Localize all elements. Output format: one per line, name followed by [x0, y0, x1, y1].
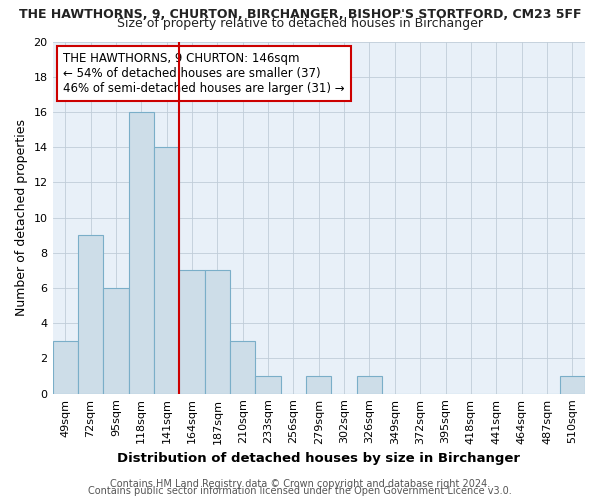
Bar [230, 341, 256, 394]
Text: Contains HM Land Registry data © Crown copyright and database right 2024.: Contains HM Land Registry data © Crown c… [110, 479, 490, 489]
Bar [205, 270, 230, 394]
Bar [256, 376, 281, 394]
Text: Contains public sector information licensed under the Open Government Licence v3: Contains public sector information licen… [88, 486, 512, 496]
Bar [128, 112, 154, 394]
Bar [306, 376, 331, 394]
Bar [154, 147, 179, 394]
Bar [179, 270, 205, 394]
Bar [560, 376, 585, 394]
Bar [53, 341, 78, 394]
Bar [103, 288, 128, 394]
X-axis label: Distribution of detached houses by size in Birchanger: Distribution of detached houses by size … [117, 452, 520, 465]
Text: Size of property relative to detached houses in Birchanger: Size of property relative to detached ho… [117, 16, 483, 30]
Bar [78, 235, 103, 394]
Bar [357, 376, 382, 394]
Text: THE HAWTHORNS, 9 CHURTON: 146sqm
← 54% of detached houses are smaller (37)
46% o: THE HAWTHORNS, 9 CHURTON: 146sqm ← 54% o… [63, 52, 345, 95]
Text: THE HAWTHORNS, 9, CHURTON, BIRCHANGER, BISHOP'S STORTFORD, CM23 5FF: THE HAWTHORNS, 9, CHURTON, BIRCHANGER, B… [19, 8, 581, 20]
Y-axis label: Number of detached properties: Number of detached properties [15, 119, 28, 316]
